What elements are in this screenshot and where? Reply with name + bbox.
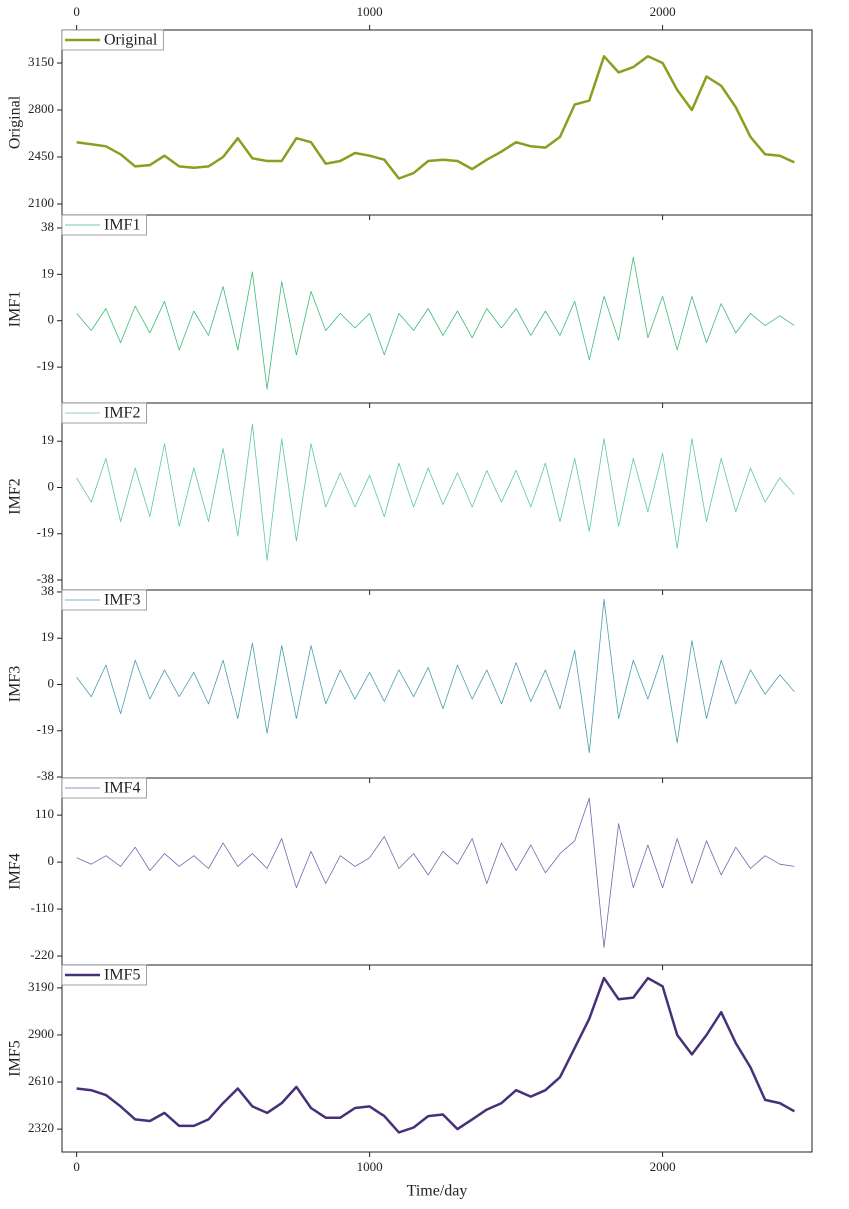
y-tick-label: 2610 xyxy=(28,1073,54,1088)
data-line xyxy=(76,598,795,754)
y-tick-label: -38 xyxy=(37,768,54,783)
y-tick-label: 0 xyxy=(48,478,55,493)
data-line xyxy=(76,976,796,1134)
y-axis-label: IMF4 xyxy=(7,853,24,889)
y-tick-label: 19 xyxy=(41,432,54,447)
y-tick-label: 0 xyxy=(48,853,55,868)
legend-box xyxy=(61,589,147,611)
y-tick-label: 0 xyxy=(48,312,55,327)
plot-frame xyxy=(61,214,813,404)
y-tick-label: -19 xyxy=(37,722,54,737)
y-tick-label: -220 xyxy=(30,947,54,962)
y-axis-label: IMF3 xyxy=(7,666,24,702)
legend-box xyxy=(61,777,147,799)
y-tick-label: 2800 xyxy=(28,101,54,116)
y-axis-label: IMF5 xyxy=(7,1040,24,1076)
legend-label: IMF5 xyxy=(104,967,140,984)
legend-box xyxy=(61,214,147,236)
y-tick-label: -110 xyxy=(31,900,54,915)
legend-box xyxy=(61,29,164,51)
y-tick-label: 2320 xyxy=(28,1120,54,1135)
x-axis-label: Time/day xyxy=(407,1183,468,1200)
y-tick-label: 2450 xyxy=(28,148,54,163)
y-tick-label: 0 xyxy=(48,675,55,690)
data-line xyxy=(76,256,795,390)
y-tick-label: 3190 xyxy=(28,979,54,994)
plot-frame xyxy=(61,777,813,966)
y-tick-label: 2100 xyxy=(28,195,54,210)
plot-frame xyxy=(61,589,813,779)
plot-frame xyxy=(61,402,813,591)
legend-label: IMF3 xyxy=(104,592,140,609)
y-tick-label: 2900 xyxy=(28,1026,54,1041)
x-tick-label: 2000 xyxy=(650,1159,676,1174)
data-line xyxy=(76,797,795,948)
y-tick-label: -19 xyxy=(37,525,54,540)
y-tick-label: 38 xyxy=(41,219,54,234)
y-tick-label: 19 xyxy=(41,629,54,644)
y-axis-label: Original xyxy=(7,95,24,149)
data-line xyxy=(76,423,795,561)
y-tick-label: -19 xyxy=(37,358,54,373)
legend-label: IMF2 xyxy=(104,405,140,422)
x-tick-label: 0 xyxy=(73,1159,80,1174)
y-tick-label: 3150 xyxy=(28,54,54,69)
legend-box xyxy=(61,964,147,986)
y-tick-label: 38 xyxy=(41,583,54,598)
x-tick-label: 1000 xyxy=(357,1159,383,1174)
legend-label: IMF4 xyxy=(104,780,140,797)
x-tick-label: 1000 xyxy=(357,4,383,19)
data-line xyxy=(76,55,795,180)
x-tick-label: 0 xyxy=(73,4,80,19)
plot-frame xyxy=(61,964,813,1153)
legend-label: Original xyxy=(104,32,158,49)
y-axis-label: IMF2 xyxy=(7,478,24,514)
x-tick-label: 2000 xyxy=(650,4,676,19)
y-tick-label: -38 xyxy=(37,571,54,586)
legend-box xyxy=(61,402,147,424)
y-tick-label: 19 xyxy=(41,265,54,280)
y-axis-label: IMF1 xyxy=(7,291,24,327)
y-tick-label: 110 xyxy=(35,806,54,821)
legend-label: IMF1 xyxy=(104,217,140,234)
plot-frame xyxy=(61,29,813,216)
